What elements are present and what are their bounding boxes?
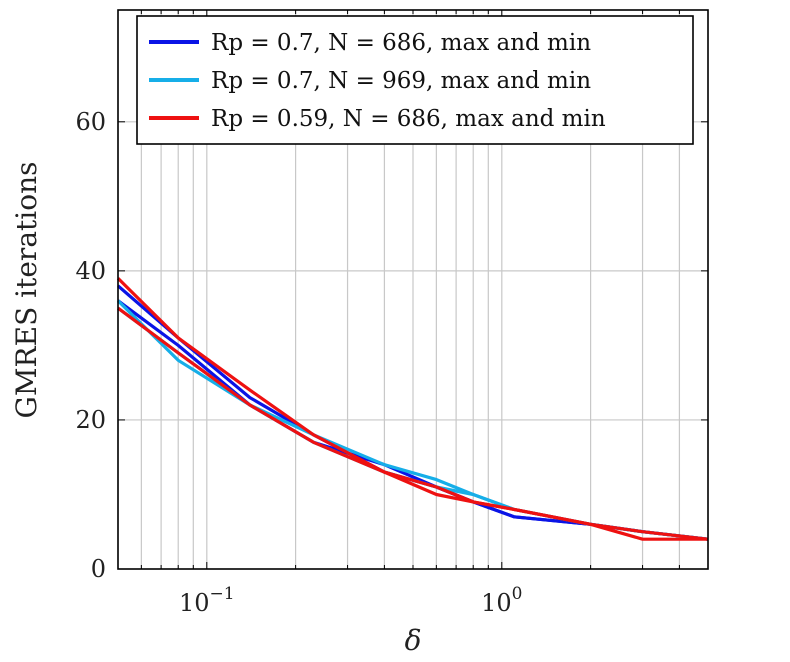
y-tick-label: 40 bbox=[75, 257, 106, 285]
series-line-3-max bbox=[116, 277, 709, 541]
tick-labels: 0 20 40 60 10−1 100 bbox=[75, 108, 522, 617]
legend-entry-label: Rp = 0.7, N = 969, max and min bbox=[211, 68, 591, 94]
x-tick-label: 10−1 bbox=[179, 584, 235, 617]
y-tick-label: 0 bbox=[91, 555, 106, 583]
legend-entry-label: Rp = 0.59, N = 686, max and min bbox=[211, 106, 606, 132]
tick-marks bbox=[117, 10, 709, 570]
legend-box bbox=[136, 15, 694, 145]
y-axis-label: GMRES iterations bbox=[10, 162, 43, 419]
y-tick-label: 60 bbox=[75, 108, 106, 136]
x-tick-label: 100 bbox=[481, 584, 522, 617]
x-axis-label: δ bbox=[405, 624, 422, 657]
series-group bbox=[116, 277, 709, 541]
legend: Rp = 0.7, N = 686, max and min Rp = 0.7, … bbox=[136, 15, 694, 145]
legend-entry-label: Rp = 0.7, N = 686, max and min bbox=[211, 30, 591, 56]
y-tick-label: 20 bbox=[75, 406, 106, 434]
series-line-3-min bbox=[117, 306, 708, 541]
